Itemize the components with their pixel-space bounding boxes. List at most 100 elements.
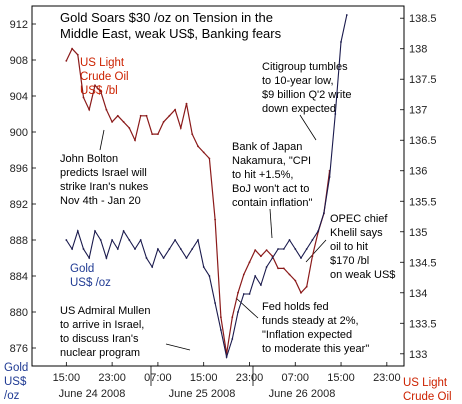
gold-data-point — [242, 293, 245, 295]
left-tick-label: 900 — [10, 127, 28, 139]
right-tick-label: 135 — [409, 227, 427, 239]
gold-data-point — [231, 338, 234, 340]
oil-series-label-line-3: US$ /bl — [80, 85, 118, 97]
gold-data-point — [151, 266, 154, 268]
day-label: June 25 2008 — [169, 388, 236, 400]
oil-data-point — [88, 108, 91, 111]
gold-series-label-line-2: US$ /oz — [70, 277, 111, 289]
x-tick-label: 23:00 — [373, 372, 401, 384]
gold-data-point — [191, 248, 194, 250]
gold-series-label-line-1: Gold — [70, 263, 94, 275]
oil-data-point — [305, 285, 308, 288]
oil-data-point — [162, 121, 165, 123]
oil-data-point — [311, 255, 314, 258]
annotation-mullen-line-1: US Admiral Mullen — [60, 305, 150, 317]
oil-data-point — [248, 261, 251, 264]
oil-data-point — [94, 84, 96, 87]
gold-data-point — [65, 239, 68, 241]
pointer-boj — [269, 208, 273, 239]
left-tick-label: 876 — [10, 343, 28, 355]
x-tick-label: 23:00 — [98, 372, 126, 384]
oil-data-point — [197, 145, 199, 148]
right-axis-label-line-1: US Light — [403, 377, 448, 389]
gold-data-point — [220, 329, 222, 331]
day-label: June 24 2008 — [59, 388, 126, 400]
chart-title-line-1: Gold Soars $30 /oz on Tension in the — [60, 10, 273, 25]
oil-data-point — [288, 273, 291, 276]
plot-frame — [31, 5, 405, 367]
gold-data-point — [179, 248, 182, 250]
oil-series-label-line-2: Crude Oil — [80, 71, 129, 83]
gold-data-point — [208, 275, 211, 277]
left-tick-label: 908 — [10, 55, 28, 67]
left-axis-label-line-1: Gold — [4, 362, 28, 374]
pointer-fed — [235, 297, 259, 319]
gold-data-point — [71, 248, 73, 250]
oil-data-point — [65, 60, 68, 62]
oil-data-point — [174, 108, 177, 111]
annotation-citigroup-line-2: to 10-year low, — [262, 75, 334, 87]
annotation-opec-line-3: oil to hit — [330, 241, 368, 253]
right-tick-label: 138.5 — [409, 13, 437, 25]
oil-data-point — [145, 114, 148, 117]
gold-price-line — [65, 14, 348, 360]
left-tick-label: 892 — [10, 199, 28, 211]
annotation-boj-line-4: BoJ won't act to — [232, 183, 309, 195]
gold-data-point — [128, 239, 131, 241]
gold-data-point — [277, 248, 279, 250]
gold-data-point — [94, 230, 96, 232]
right-tick-label: 137 — [409, 105, 427, 117]
oil-data-point — [128, 127, 131, 129]
gold-data-point — [82, 248, 85, 250]
left-tick-label: 912 — [10, 19, 28, 31]
gold-data-point — [111, 239, 113, 241]
gold-data-point — [345, 14, 348, 16]
annotation-citigroup-line-1: Citigroup tumbles — [262, 61, 348, 73]
right-tick-label: 138 — [409, 44, 427, 56]
gold-data-point — [294, 248, 297, 250]
annotation-bolton-line-2: predicts Israel will — [60, 167, 147, 179]
annotation-boj: Bank of Japan Nakamura, "CPI to hit +1.5… — [232, 141, 312, 209]
annotation-mullen-line-2: to arrive in Israel, — [60, 319, 144, 331]
oil-data-point — [260, 255, 262, 258]
gold-data-point — [254, 275, 257, 277]
gold-data-point — [197, 239, 199, 241]
pointer-opec — [305, 239, 327, 263]
day-label: June 26 2008 — [269, 388, 336, 400]
chart-title-line-2: Middle East, weak US$, Banking fears — [60, 26, 282, 41]
gold-data-point — [105, 257, 108, 259]
gold-data-point — [162, 257, 165, 259]
oil-data-point — [134, 139, 136, 142]
oil-data-point — [282, 267, 285, 270]
oil-data-point — [231, 316, 234, 319]
oil-data-point — [111, 121, 113, 123]
gold-data-point — [271, 257, 274, 259]
gold-data-point — [214, 302, 217, 304]
annotation-mullen-line-4: nuclear program — [60, 347, 140, 359]
gold-data-point — [116, 248, 119, 250]
oil-series-label-line-1: US Light — [80, 57, 125, 69]
gold-data-point — [328, 176, 331, 178]
gold-data-point — [300, 257, 302, 259]
pointer-citigroup — [299, 114, 317, 141]
left-tick-label: 896 — [10, 163, 28, 175]
annotation-opec-line-2: Khelil says — [330, 227, 383, 239]
oil-data-point — [82, 96, 85, 99]
right-tick-label: 134.5 — [409, 257, 437, 269]
oil-data-point — [116, 114, 119, 117]
annotation-bolton-line-1: John Bolton — [60, 153, 118, 165]
oil-data-point — [179, 127, 182, 129]
gold-data-point — [248, 293, 251, 295]
oil-data-point — [191, 133, 194, 136]
annotation-bolton-line-4: Nov 4th - Jan 20 — [60, 195, 141, 207]
right-tick-label: 134 — [409, 288, 427, 300]
annotation-boj-line-5: contain inflation" — [232, 197, 312, 209]
left-axis-label-line-3: /oz — [4, 390, 20, 402]
annotation-mullen-line-3: to discuss Iran's — [60, 333, 139, 345]
x-tick-label: 15:00 — [190, 372, 218, 384]
oil-data-point — [139, 114, 142, 117]
oil-data-point — [277, 267, 279, 270]
oil-data-point — [151, 133, 154, 136]
gold-data-point — [157, 248, 159, 250]
gold-data-point — [288, 239, 291, 241]
